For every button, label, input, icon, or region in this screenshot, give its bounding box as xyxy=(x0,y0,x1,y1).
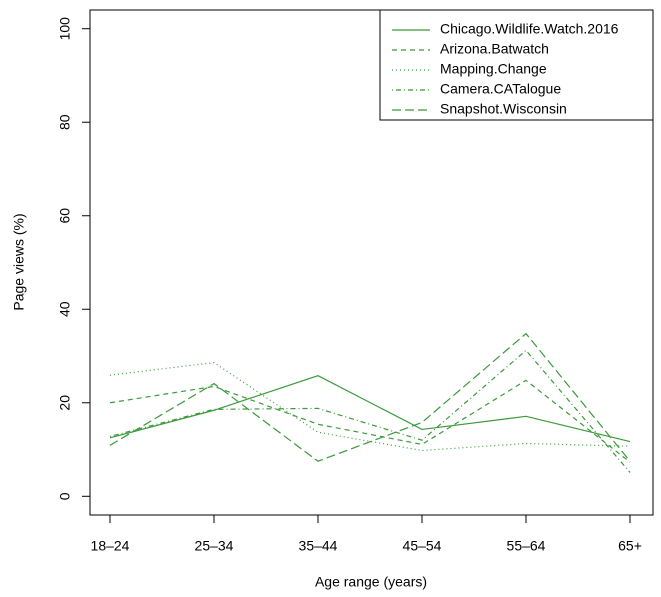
y-tick-label: 40 xyxy=(57,301,73,317)
y-tick-label: 80 xyxy=(57,114,73,130)
x-tick-label: 35–44 xyxy=(299,538,338,554)
x-tick-label: 25–34 xyxy=(195,538,234,554)
y-tick-label: 0 xyxy=(57,492,73,500)
series-line xyxy=(109,349,631,473)
legend-label: Snapshot.Wisconsin xyxy=(440,101,567,117)
y-tick-label: 100 xyxy=(57,17,73,41)
x-axis-label: Age range (years) xyxy=(315,574,427,590)
series-line xyxy=(109,375,631,443)
series-line xyxy=(109,332,631,462)
x-tick-label: 18–24 xyxy=(91,538,130,554)
x-tick-label: 45–54 xyxy=(403,538,442,554)
series-line xyxy=(109,379,631,463)
x-tick-label: 55–64 xyxy=(507,538,546,554)
legend-label: Chicago.Wildlife.Watch.2016 xyxy=(440,21,619,37)
y-tick-label: 60 xyxy=(57,208,73,224)
y-axis-label: Page views (%) xyxy=(11,213,27,310)
legend-label: Camera.CATalogue xyxy=(440,81,561,97)
legend-box xyxy=(379,9,654,121)
series-line xyxy=(109,361,631,452)
x-tick-label: 65+ xyxy=(618,538,642,554)
legend-label: Arizona.Batwatch xyxy=(440,41,549,57)
legend-label: Mapping.Change xyxy=(440,61,547,77)
y-tick-label: 20 xyxy=(57,395,73,411)
